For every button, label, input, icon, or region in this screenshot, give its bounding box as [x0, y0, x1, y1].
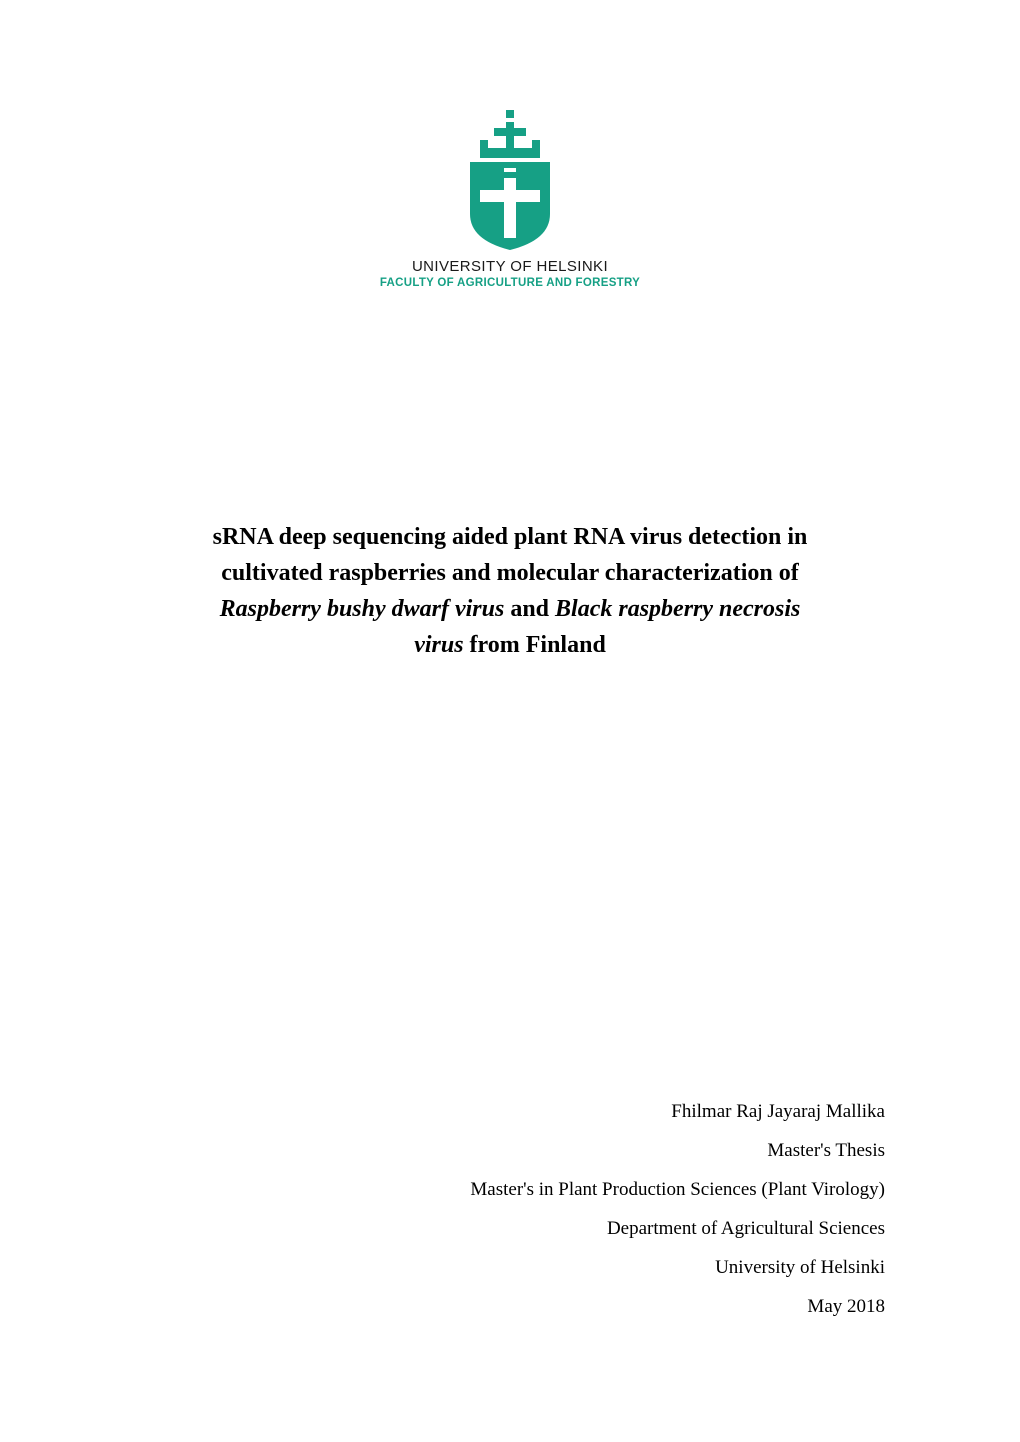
- title-line1: sRNA deep sequencing aided plant RNA vir…: [213, 524, 808, 550]
- date: May 2018: [470, 1288, 885, 1327]
- author-name: Fhilmar Raj Jayaraj Mallika: [470, 1093, 885, 1132]
- title-virus1: Raspberry bushy dwarf virus: [220, 596, 505, 622]
- institution-name: UNIVERSITY OF HELSINKI: [412, 258, 608, 275]
- program: Master's in Plant Production Sciences (P…: [470, 1171, 885, 1210]
- university: University of Helsinki: [470, 1249, 885, 1288]
- faculty-name: FACULTY OF AGRICULTURE AND FORESTRY: [380, 277, 640, 289]
- title-virus2b: virus: [414, 632, 463, 658]
- title-tail: from Finland: [464, 632, 606, 658]
- title-and: and: [504, 596, 555, 622]
- department: Department of Agricultural Sciences: [470, 1210, 885, 1249]
- doc-type: Master's Thesis: [470, 1132, 885, 1171]
- title-virus2a: Black raspberry necrosis: [555, 596, 800, 622]
- university-seal-icon: [450, 110, 570, 250]
- page-root: UNIVERSITY OF HELSINKI FACULTY OF AGRICU…: [0, 0, 1020, 1442]
- title-line2: cultivated raspberries and molecular cha…: [221, 560, 798, 586]
- logo-block: UNIVERSITY OF HELSINKI FACULTY OF AGRICU…: [135, 110, 885, 289]
- meta-block: Fhilmar Raj Jayaraj Mallika Master's The…: [470, 1093, 885, 1327]
- thesis-title: sRNA deep sequencing aided plant RNA vir…: [135, 519, 885, 663]
